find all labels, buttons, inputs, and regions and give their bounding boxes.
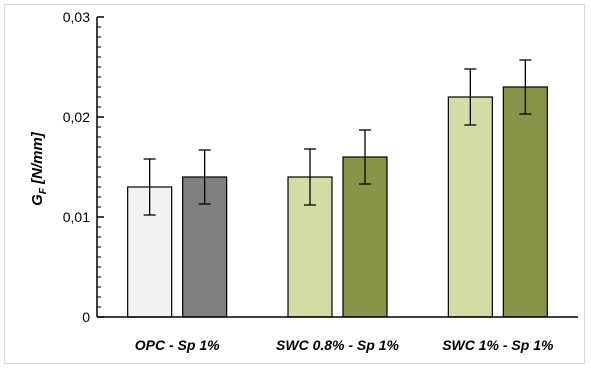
y-axis-label-unit: [N/mm] (29, 131, 46, 188)
x-axis-category-labels: OPC - Sp 1% SWC 0.8% - Sp 1% SWC 1% - Sp 1… (135, 337, 554, 353)
y-axis-label: GF [N/mm] (29, 131, 49, 206)
error-bars (143, 59, 532, 216)
y-axis-ticks: 0 0,01 0,02 0,03 (63, 9, 104, 325)
bar (447, 96, 493, 318)
x-category-label: OPC - Sp 1% (135, 337, 220, 353)
bar (502, 86, 548, 318)
y-axis-label-subscript: F (38, 187, 49, 194)
x-category-label: SWC 0.8% - Sp 1% (276, 337, 399, 353)
y-tick-label: 0,03 (63, 9, 90, 25)
y-tick-label: 0,02 (63, 109, 90, 125)
y-axis-label-main: G (29, 194, 46, 206)
bars (127, 86, 548, 318)
y-tick-label: 0 (82, 309, 90, 325)
x-category-label: SWC 1% - Sp 1% (442, 337, 554, 353)
y-tick-label: 0,01 (63, 209, 90, 225)
